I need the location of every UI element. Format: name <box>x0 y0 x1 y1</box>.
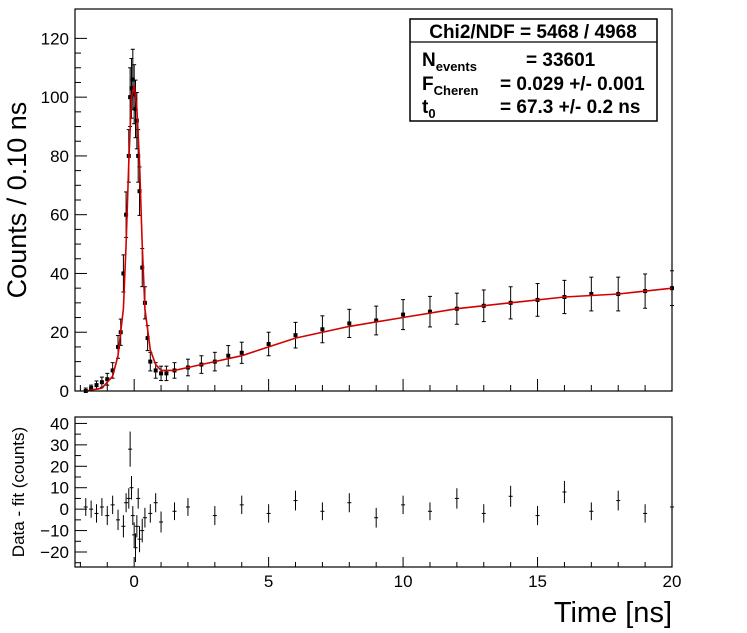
residual-point <box>128 431 133 467</box>
legend-row-fcheren: FCheren = 0.029 +/- 0.001 <box>422 74 645 98</box>
residual-point <box>185 498 190 516</box>
residual-point <box>99 498 104 516</box>
residual-y-tick-label: 40 <box>50 414 69 433</box>
fit-results-box-frame <box>409 18 658 122</box>
residual-point <box>427 502 432 521</box>
residual-point <box>124 493 129 513</box>
data-point <box>401 299 406 331</box>
main-y-tick-label: 120 <box>41 29 69 48</box>
residual-point <box>508 485 513 507</box>
residual-point <box>562 480 567 504</box>
residual-point <box>136 488 141 509</box>
data-point <box>239 341 244 364</box>
data-point <box>589 276 594 312</box>
residual-point <box>159 511 164 533</box>
residual-point <box>110 495 115 515</box>
main-y-tick-label: 80 <box>50 147 69 166</box>
residual-point <box>347 493 352 513</box>
main-y-tick-label: 100 <box>41 88 69 107</box>
residual-point <box>83 498 88 516</box>
residual-point <box>94 504 99 523</box>
main-fit-layer <box>85 85 673 392</box>
main-panel: 0 20 40 60 80 100 120 Counts / 0.10 ns Chi2/ND… <box>2 8 674 401</box>
residual-y-tick-label: 10 <box>50 479 69 498</box>
residual-y-tick-label: 20 <box>50 457 69 476</box>
residual-point <box>535 506 540 526</box>
main-y-axis-label: Counts / 0.10 ns <box>2 102 32 299</box>
data-point <box>347 308 352 339</box>
x-tick-label: 0 <box>129 572 138 591</box>
legend-row-t0-value: = 67.3 +/- 0.2 ns <box>500 97 640 118</box>
residual-point <box>116 509 121 531</box>
x-tick-label: 15 <box>528 572 547 591</box>
data-point <box>293 321 298 349</box>
residual-point <box>153 493 158 513</box>
fit-curve <box>85 85 673 392</box>
data-point <box>427 295 432 328</box>
residual-point <box>616 490 621 511</box>
residual-point <box>293 490 298 511</box>
main-x-ticks <box>79 379 673 391</box>
residual-point <box>105 506 110 526</box>
residual-point <box>129 475 134 500</box>
legend-row-nevents: Nevents = 33601 <box>422 50 596 74</box>
x-tick-label: 5 <box>264 572 273 591</box>
residual-point <box>137 526 142 553</box>
fit-results-box: Chi2/NDF = 5468 / 4968 Nevents = 33601 F… <box>409 18 658 122</box>
legend-row-t0-symbol: t0 <box>422 97 436 121</box>
data-point <box>374 305 379 336</box>
residual-point <box>142 507 147 528</box>
residual-plot-frame <box>74 416 673 568</box>
residual-point <box>266 504 271 523</box>
residual-point <box>148 504 153 523</box>
residual-point <box>130 506 135 526</box>
main-y-ticks: 0 20 40 60 80 100 120 <box>41 29 87 401</box>
data-point <box>266 331 271 357</box>
residual-point <box>320 502 325 521</box>
residual-point <box>89 500 94 518</box>
residual-point <box>140 518 145 543</box>
residual-y-tick-label: −20 <box>40 543 69 562</box>
legend-row-nevents-value: = 33601 <box>526 50 596 71</box>
x-axis-label: Time [ns] <box>554 597 672 629</box>
residual-panel: 0 5 10 15 20 −20 −10 0 10 20 30 40 Data - fit (cou… <box>9 414 681 629</box>
main-y-tick-label: 0 <box>60 382 69 401</box>
residual-point <box>133 533 138 563</box>
data-point <box>159 365 164 382</box>
residual-point <box>589 502 594 521</box>
data-point <box>320 315 325 344</box>
residual-point <box>401 495 406 515</box>
residual-data-layer <box>83 431 674 563</box>
residual-point <box>212 506 217 526</box>
residual-point <box>239 495 244 515</box>
legend-row-t0: t0 = 67.3 +/- 0.2 ns <box>422 97 640 121</box>
residual-y-axis-label: Data - fit (counts) <box>9 427 28 557</box>
residual-y-tick-label: 30 <box>50 436 69 455</box>
residual-point <box>172 502 177 521</box>
legend-row-nevents-symbol: Nevents <box>422 50 477 74</box>
data-point <box>133 79 138 139</box>
residual-x-ticks: 0 5 10 15 20 <box>79 557 682 591</box>
legend-row-fcheren-symbol: FCheren <box>422 74 478 98</box>
main-y-tick-label: 40 <box>50 264 69 283</box>
residual-y-tick-label: 0 <box>60 500 69 519</box>
residual-point <box>121 515 126 538</box>
x-tick-label: 20 <box>663 572 682 591</box>
residual-point <box>126 488 131 509</box>
residual-point <box>454 488 459 509</box>
residual-point <box>134 515 139 538</box>
chi2-label: Chi2/NDF = 5468 / 4968 <box>429 22 637 43</box>
data-point <box>226 345 231 367</box>
x-tick-label: 10 <box>394 572 413 591</box>
main-y-tick-label: 20 <box>50 323 69 342</box>
residual-y-tick-label: −10 <box>40 522 69 541</box>
residual-point <box>374 507 379 528</box>
residual-point <box>643 504 648 523</box>
residual-y-ticks: −20 −10 0 10 20 30 40 <box>40 414 87 564</box>
legend-row-fcheren-value: = 0.029 +/- 0.001 <box>500 74 645 95</box>
data-point <box>164 365 169 382</box>
residual-point <box>481 504 486 523</box>
main-y-tick-label: 60 <box>50 206 69 225</box>
